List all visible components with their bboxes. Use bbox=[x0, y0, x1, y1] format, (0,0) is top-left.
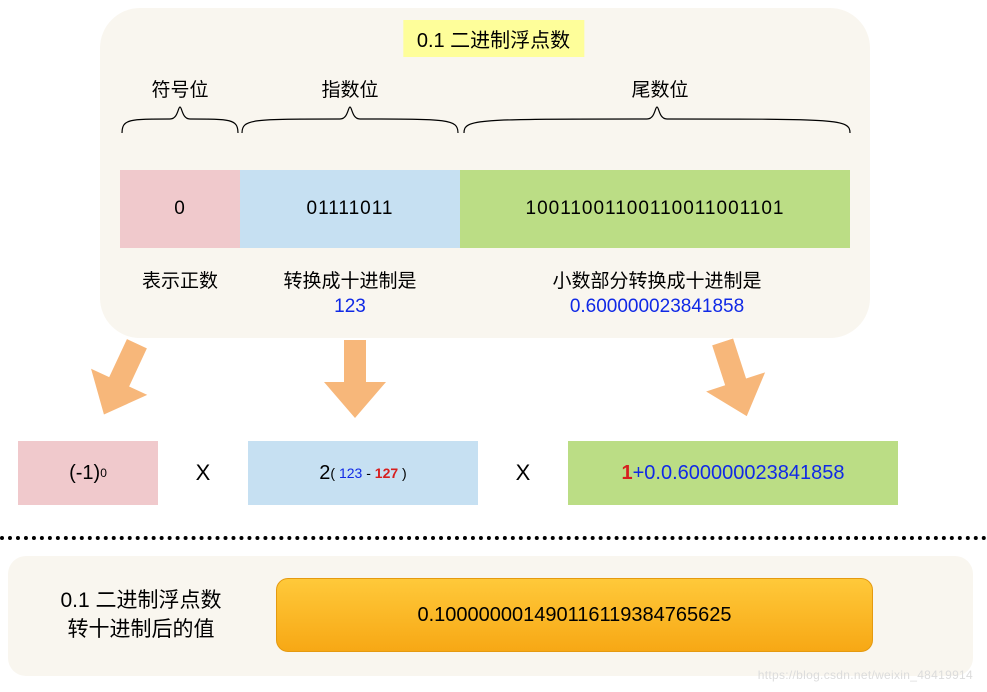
formula-sign-base: (-1) bbox=[69, 462, 100, 485]
watermark: https://blog.csdn.net/weixin_48419914 bbox=[758, 668, 973, 682]
result-value-chip: 0.100000001490116119384765625 bbox=[276, 578, 873, 652]
times-2: X bbox=[478, 460, 568, 486]
separator-dots bbox=[0, 536, 987, 540]
caption-mantissa-text: 小数部分转换成十进制是 bbox=[552, 271, 761, 292]
bits-mantissa: 10011001100110011001101 bbox=[460, 170, 850, 248]
result-label: 0.1 二进制浮点数 转十进制后的值 bbox=[36, 586, 246, 645]
formula-mant-one: 1 bbox=[621, 462, 632, 485]
formula-exponent: 2 ( 123 - 127 ) bbox=[248, 441, 478, 505]
brace-exponent bbox=[240, 105, 460, 137]
formula-mant-plus: + bbox=[633, 462, 645, 485]
caption-sign: 表示正数 bbox=[120, 270, 240, 295]
brace-sign bbox=[120, 105, 240, 137]
formula-mant-rest: 0.0.600000023841858 bbox=[644, 462, 844, 485]
bits-exponent: 01111011 bbox=[240, 170, 460, 248]
formula-exp-dash: - bbox=[362, 465, 374, 481]
bits-sign: 0 bbox=[120, 170, 240, 248]
label-mantissa: 尾数位 bbox=[625, 75, 695, 102]
result-panel: 0.1 二进制浮点数 转十进制后的值 0.1000000014901161193… bbox=[8, 556, 973, 676]
caption-mantissa: 小数部分转换成十进制是 0.600000023841858 bbox=[462, 270, 852, 319]
formula-exp-b: 127 bbox=[375, 465, 398, 481]
result-label-l2: 转十进制后的值 bbox=[68, 618, 215, 641]
arrow-exponent bbox=[320, 340, 390, 420]
formula-exp-a: 123 bbox=[339, 465, 362, 481]
panel-title: 0.1 二进制浮点数 bbox=[403, 20, 584, 57]
arrow-mantissa bbox=[689, 331, 780, 429]
formula-exp-close: ) bbox=[398, 465, 407, 481]
result-label-l1: 0.1 二进制浮点数 bbox=[60, 589, 221, 612]
label-sign: 符号位 bbox=[145, 75, 215, 102]
brace-mantissa bbox=[462, 105, 852, 137]
caption-exponent-text: 转换成十进制是 bbox=[283, 271, 416, 292]
caption-mantissa-value: 0.600000023841858 bbox=[570, 296, 744, 317]
bit-row: 0 01111011 10011001100110011001101 bbox=[120, 170, 850, 248]
formula-row: (-1)0 X 2 ( 123 - 127 ) X 1 + 0.0.600000… bbox=[10, 440, 977, 506]
formula-sign: (-1)0 bbox=[18, 441, 158, 505]
caption-exponent: 转换成十进制是 123 bbox=[240, 270, 460, 319]
times-1: X bbox=[158, 460, 248, 486]
caption-exponent-value: 123 bbox=[334, 296, 366, 317]
arrow-sign bbox=[71, 329, 168, 431]
label-exponent: 指数位 bbox=[315, 75, 385, 102]
formula-sign-exp: 0 bbox=[100, 466, 107, 480]
formula-exp-open: ( bbox=[330, 465, 339, 481]
formula-mantissa: 1 + 0.0.600000023841858 bbox=[568, 441, 898, 505]
formula-exp-base: 2 bbox=[319, 462, 330, 485]
